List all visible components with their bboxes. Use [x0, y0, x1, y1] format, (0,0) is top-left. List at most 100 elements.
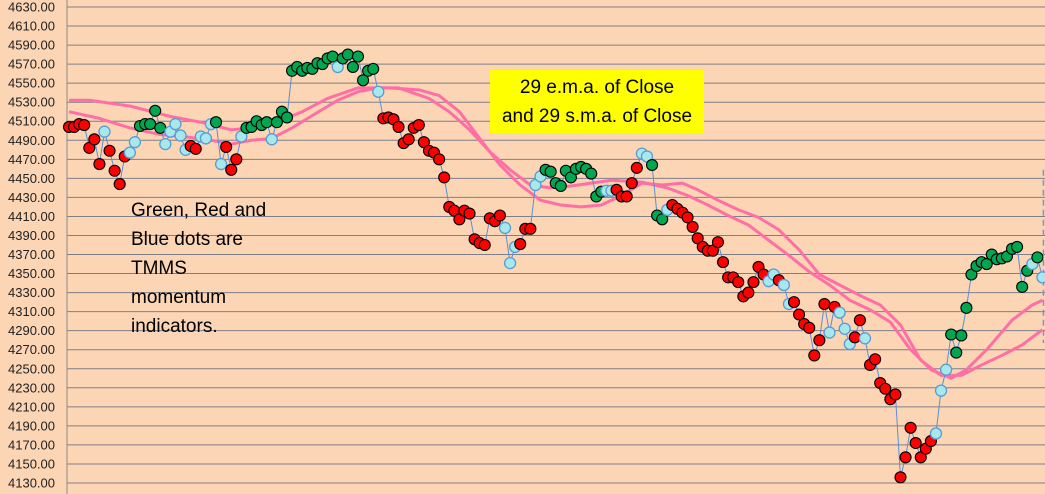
- tmms-dot-red: [463, 207, 476, 220]
- tmms-dot-green: [1016, 280, 1029, 293]
- tmms-dot-green: [144, 118, 157, 131]
- tmms-dot-green: [955, 329, 968, 342]
- tmms-dot-red: [88, 133, 101, 146]
- tmms-dot-red: [433, 153, 446, 166]
- tmms-dot-red: [630, 161, 643, 174]
- y-tick-label: 4270.00: [8, 342, 55, 357]
- tmms-dot-blue: [174, 129, 187, 142]
- tmms-dot-red: [904, 421, 917, 434]
- ma-box-line-2: and 29 s.m.a. of Close: [501, 106, 693, 127]
- tmms-dot-blue: [498, 221, 512, 235]
- tmms-dot-green: [960, 301, 973, 314]
- y-tick-label: 4330.00: [8, 285, 55, 300]
- tmms-dot-green: [270, 116, 283, 129]
- dots-note-line-1: Green, Red and: [131, 200, 267, 221]
- tmms-dot-red: [747, 276, 760, 289]
- tmms-dot-red: [711, 236, 725, 249]
- tmms-dot-blue: [503, 256, 517, 270]
- tmms-dot-red: [909, 436, 922, 450]
- tmms-dot-red: [392, 120, 405, 134]
- tmms-dot-red: [108, 164, 121, 177]
- tmms-dot-blue: [199, 132, 213, 145]
- y-tick-label: 4510.00: [8, 114, 55, 129]
- tmms-dot-red: [230, 153, 243, 166]
- tmms-dot-green: [945, 328, 958, 341]
- tmms-dot-red: [438, 171, 451, 184]
- tmms-dot-red: [620, 190, 633, 203]
- tmms-dot-green: [326, 50, 339, 63]
- tmms-dot-red: [93, 158, 106, 171]
- tmms-dot-red: [853, 314, 866, 327]
- tmms-dot-red: [78, 118, 91, 132]
- y-tick-label: 4290.00: [8, 323, 55, 338]
- tmms-dot-red: [402, 133, 415, 146]
- tmms-dot-green: [645, 158, 659, 172]
- tmms-dot-red: [225, 163, 238, 176]
- tmms-dot-blue: [833, 306, 846, 319]
- y-tick-label: 4190.00: [8, 418, 55, 433]
- tmms-dot-red: [681, 211, 694, 224]
- tmms-dot-green: [1011, 240, 1024, 253]
- tmms-dot-green: [544, 165, 557, 178]
- tmms-dot-red: [716, 256, 730, 269]
- tmms-dot-green: [357, 74, 370, 87]
- tmms-dot-green: [656, 213, 669, 226]
- tmms-dot-green: [351, 50, 365, 63]
- y-tick-label: 4430.00: [8, 190, 55, 205]
- y-tick-label: 4630.00: [8, 0, 55, 15]
- y-tick-label: 4550.00: [8, 76, 55, 91]
- tmms-dot-red: [514, 237, 527, 251]
- tmms-dot-blue: [214, 157, 228, 171]
- tmms-dot-red: [478, 238, 491, 252]
- tmms-dot-red: [848, 331, 861, 344]
- tmms-dot-red: [742, 286, 755, 299]
- y-tick-label: 4610.00: [8, 19, 55, 34]
- tmms-dot-red: [803, 321, 816, 334]
- tmms-dot-green: [1031, 251, 1044, 264]
- tmms-dot-red: [808, 349, 821, 362]
- y-tick-label: 4410.00: [8, 209, 55, 224]
- tmms-dot-red: [879, 382, 892, 395]
- tmms-dot-blue: [128, 136, 142, 149]
- y-tick-label: 4350.00: [8, 266, 55, 281]
- tmms-dot-green: [154, 121, 167, 134]
- tmms-dot-red: [899, 451, 912, 464]
- tmms-dot-green: [554, 179, 567, 193]
- dots-note-line-3: TMMS: [131, 258, 187, 279]
- tmms-dot-red: [493, 209, 507, 222]
- tmms-dot-red: [113, 178, 126, 191]
- y-tick-label: 4530.00: [8, 95, 55, 110]
- tmms-dot-green: [260, 116, 273, 129]
- tmms-dot-red: [889, 388, 902, 401]
- tmms-dot-green: [585, 167, 598, 180]
- y-tick-label: 4370.00: [8, 247, 55, 262]
- y-tick-label: 4230.00: [8, 380, 55, 395]
- tmms-dot-blue: [159, 137, 172, 151]
- tmms-dot-blue: [169, 117, 182, 131]
- tmms-dot-red: [189, 142, 202, 155]
- y-tick-label: 4570.00: [8, 57, 55, 72]
- tmms-dot-red: [813, 334, 826, 347]
- y-tick-label: 4150.00: [8, 456, 55, 471]
- tmms-dot-red: [412, 118, 425, 132]
- y-tick-label: 4390.00: [8, 228, 55, 243]
- tmms-dot-red: [625, 177, 638, 190]
- dots-note-line-2: Blue dots are: [131, 229, 243, 250]
- dots-note-line-4: momentum: [131, 287, 227, 308]
- y-tick-label: 4470.00: [8, 152, 55, 167]
- y-tick-label: 4490.00: [8, 133, 55, 148]
- tmms-dot-blue: [929, 427, 943, 440]
- tmms-dot-blue: [939, 363, 953, 376]
- tmms-dot-red: [818, 297, 831, 311]
- tmms-dot-red: [686, 220, 699, 233]
- tmms-dot-blue: [823, 326, 836, 339]
- moving-average-annotation: 29 e.m.a. of Close and 29 s.m.a. of Clos…: [490, 70, 704, 133]
- dots-note-line-5: indicators.: [131, 316, 218, 337]
- tmms-dot-red: [524, 222, 537, 235]
- ma-box-line-1: 29 e.m.a. of Close: [519, 77, 675, 98]
- tmms-dot-red: [732, 276, 745, 289]
- tmms-dot-green: [346, 60, 359, 74]
- tmms-dot-red: [793, 308, 806, 321]
- tmms-dot-red: [869, 353, 882, 366]
